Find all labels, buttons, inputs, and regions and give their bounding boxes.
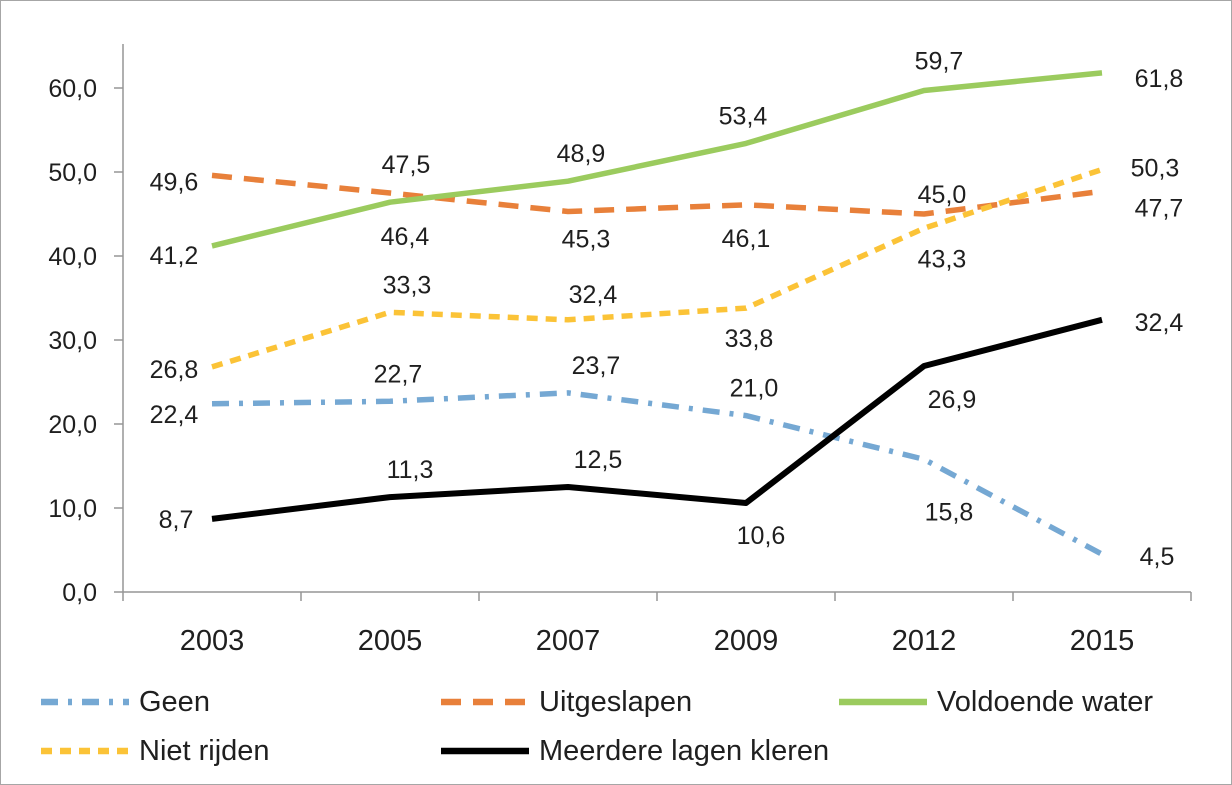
data-label: 21,0 bbox=[730, 375, 779, 403]
data-label: 49,6 bbox=[150, 168, 199, 196]
y-tick-label: 60,0 bbox=[48, 75, 97, 103]
legend-item-niet-rijden: Niet rijden bbox=[41, 736, 270, 766]
legend-item-geen: Geen bbox=[41, 687, 210, 717]
data-label: 15,8 bbox=[925, 498, 974, 526]
y-tick-label: 50,0 bbox=[48, 159, 97, 187]
data-label: 50,3 bbox=[1131, 154, 1180, 182]
legend-label-voldoende-water: Voldoende water bbox=[937, 686, 1154, 718]
data-label: 23,7 bbox=[572, 352, 621, 380]
legend-sample-voldoende-water-icon bbox=[839, 698, 927, 706]
y-tick-label: 30,0 bbox=[48, 327, 97, 355]
data-label: 22,7 bbox=[374, 360, 423, 388]
data-label: 12,5 bbox=[574, 446, 623, 474]
data-label: 45,3 bbox=[562, 225, 611, 253]
data-label: 11,3 bbox=[387, 456, 434, 484]
y-tick-label: 20,0 bbox=[48, 411, 97, 439]
y-tick-label: 0,0 bbox=[62, 579, 97, 607]
data-label: 32,4 bbox=[1135, 309, 1184, 337]
series-line-4 bbox=[211, 316, 1103, 522]
data-label: 10,6 bbox=[737, 522, 786, 550]
data-label: 8,7 bbox=[159, 506, 194, 534]
data-label: 32,4 bbox=[569, 281, 618, 309]
x-tick-label: 2003 bbox=[180, 625, 245, 657]
series-line-3 bbox=[211, 166, 1103, 370]
data-label: 26,9 bbox=[928, 386, 977, 414]
legend-item-voldoende-water: Voldoende water bbox=[839, 687, 1153, 717]
data-label: 41,2 bbox=[150, 242, 199, 270]
legend-item-uitgeslapen: Uitgeslapen bbox=[441, 687, 692, 717]
data-label: 46,1 bbox=[722, 225, 771, 253]
legend-label-geen: Geen bbox=[139, 686, 210, 718]
data-label: 47,5 bbox=[382, 151, 431, 179]
data-label: 53,4 bbox=[719, 102, 768, 130]
axes bbox=[114, 44, 1192, 601]
y-tick-label: 40,0 bbox=[48, 243, 97, 271]
legend-label-uitgeslapen: Uitgeslapen bbox=[539, 686, 693, 718]
x-tick-label: 2012 bbox=[892, 625, 957, 657]
data-label: 33,8 bbox=[725, 325, 774, 353]
legend-sample-meerdere-lagen-kleren-icon bbox=[441, 747, 529, 755]
data-label: 4,5 bbox=[1140, 543, 1175, 571]
legend-item-meerdere-lagen-kleren: Meerdere lagen kleren bbox=[441, 736, 829, 766]
series-line-0 bbox=[211, 390, 1104, 557]
data-label: 61,8 bbox=[1135, 65, 1184, 93]
legend-sample-niet-rijden-icon bbox=[41, 747, 129, 755]
data-label: 22,4 bbox=[150, 401, 199, 429]
data-label: 43,3 bbox=[918, 245, 967, 273]
data-label: 46,4 bbox=[381, 223, 430, 251]
y-axis-labels: 0,0 10,0 20,0 30,0 40,0 50,0 60,0 bbox=[48, 75, 97, 607]
x-tick-label: 2007 bbox=[536, 625, 601, 657]
series-line-2 bbox=[211, 70, 1103, 249]
y-tick-label: 10,0 bbox=[48, 495, 97, 523]
legend-label-meerdere-lagen-kleren: Meerdere lagen kleren bbox=[539, 735, 830, 767]
x-tick-label: 2009 bbox=[714, 625, 779, 657]
data-label: 45,0 bbox=[918, 181, 967, 209]
data-label: 47,7 bbox=[1135, 194, 1184, 222]
x-axis-labels: 2003 2005 2007 2009 2012 2015 bbox=[180, 625, 1135, 657]
data-label: 26,8 bbox=[150, 356, 199, 384]
legend-sample-uitgeslapen-icon bbox=[441, 698, 529, 706]
data-label: 33,3 bbox=[383, 271, 432, 299]
data-label: 48,9 bbox=[557, 140, 606, 168]
x-tick-label: 2005 bbox=[358, 625, 423, 657]
data-labels: 22,4 22,7 23,7 21,0 15,8 4,5 49,6 47,5 45,3 46,1 4… bbox=[150, 48, 1184, 572]
x-tick-label: 2015 bbox=[1070, 625, 1135, 657]
legend-sample-geen-icon bbox=[41, 698, 129, 706]
legend-label-niet-rijden: Niet rijden bbox=[139, 735, 270, 767]
series-line-1 bbox=[211, 172, 1103, 217]
data-label: 59,7 bbox=[915, 48, 964, 76]
